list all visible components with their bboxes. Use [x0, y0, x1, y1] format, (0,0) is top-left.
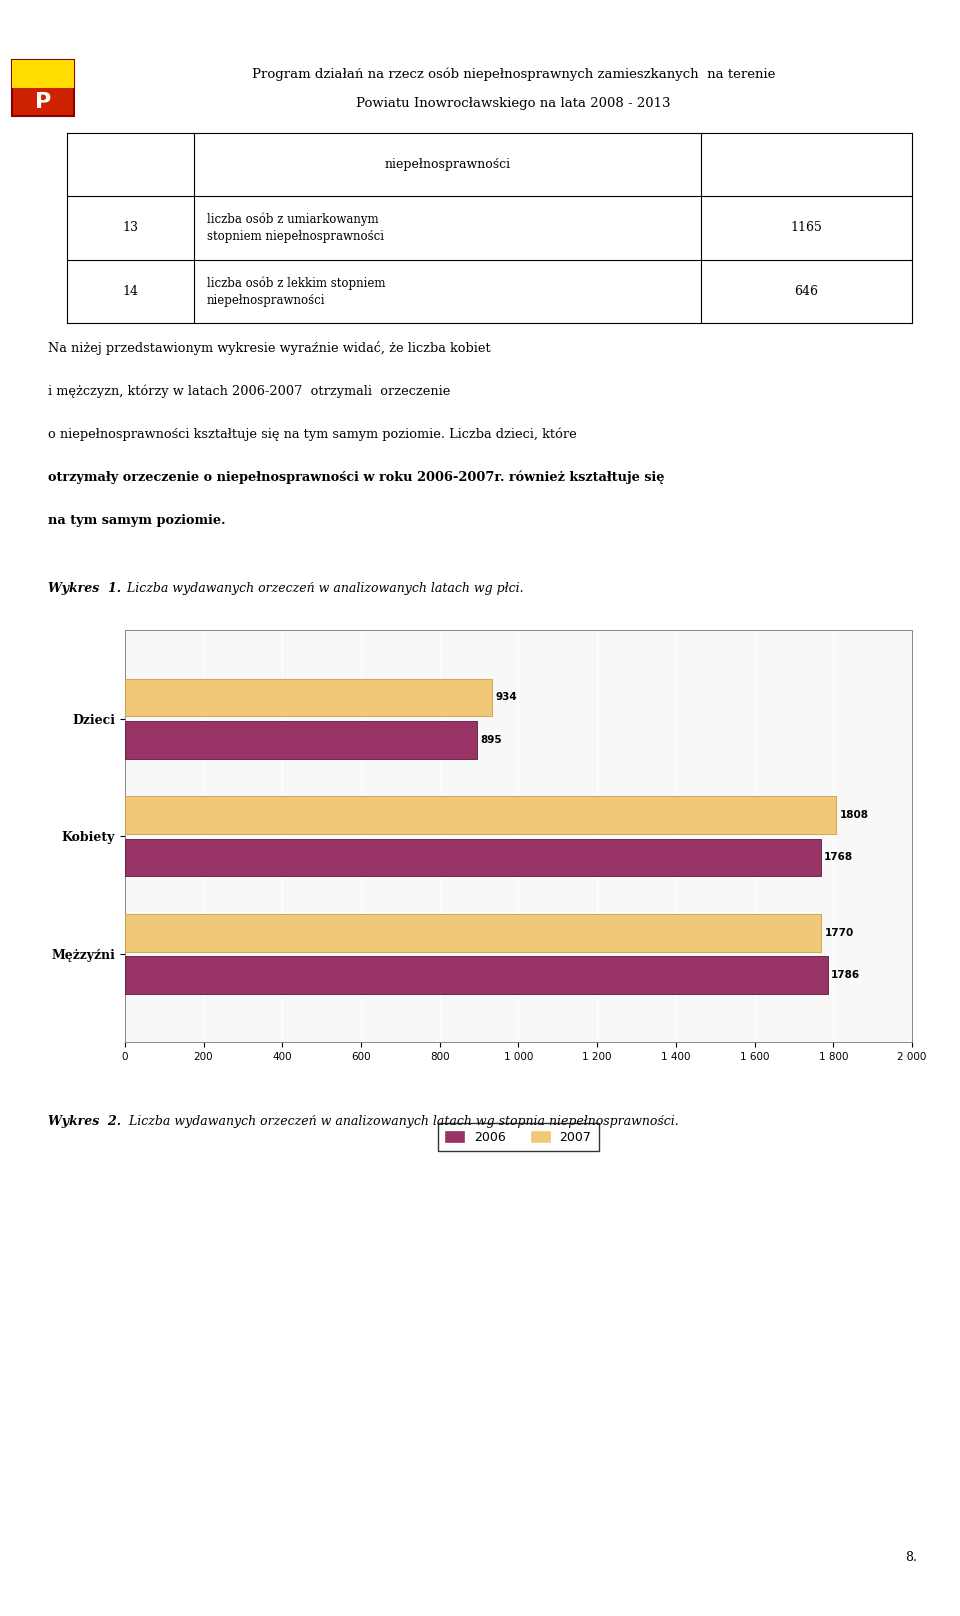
Text: liczba osób z umiarkowanym
stopniem niepełnosprawności: liczba osób z umiarkowanym stopniem niep… [206, 213, 384, 242]
Text: 8.: 8. [905, 1551, 917, 1564]
Polygon shape [118, 616, 125, 1042]
Legend: 2006, 2007: 2006, 2007 [438, 1123, 599, 1152]
Text: 1786: 1786 [831, 970, 860, 981]
Text: otrzymały orzeczenie o niepełnosprawności w roku 2006-2007r. również kształtuje : otrzymały orzeczenie o niepełnosprawnośc… [48, 470, 664, 485]
Text: 13: 13 [123, 221, 138, 234]
Text: Wykres  1.: Wykres 1. [48, 582, 121, 595]
Bar [125, 797, 836, 834]
Text: Powiatowe Centrum Pomocy Rodzinie w Inowrocławiu: Powiatowe Centrum Pomocy Rodzinie w Inow… [251, 1558, 709, 1572]
Text: 646: 646 [795, 284, 818, 297]
Bar [125, 839, 821, 876]
Text: 14: 14 [123, 284, 138, 297]
Bar [125, 721, 477, 758]
Text: niepełnosprawności: niepełnosprawności [384, 158, 511, 171]
Text: 934: 934 [495, 692, 517, 703]
Text: na tym samym poziomie.: na tym samym poziomie. [48, 514, 226, 527]
Text: Wykres  2.: Wykres 2. [48, 1115, 121, 1128]
Text: Liczba wydawanych orzeczeń w analizowanych latach wg płci.: Liczba wydawanych orzeczeń w analizowany… [123, 582, 524, 595]
Polygon shape [118, 616, 912, 630]
Bar [125, 915, 822, 952]
Text: 1768: 1768 [824, 853, 852, 863]
Text: Liczba wydawanych orzeczeń w analizowanych latach wg stopnia niepełnosprawności.: Liczba wydawanych orzeczeń w analizowany… [125, 1115, 679, 1128]
Text: liczba osób z lekkim stopniem
niepełnosprawności: liczba osób z lekkim stopniem niepełnosp… [206, 276, 385, 307]
Text: 895: 895 [480, 735, 502, 745]
FancyBboxPatch shape [12, 60, 74, 116]
Text: 1165: 1165 [790, 221, 823, 234]
Text: o niepełnosprawności kształtuje się na tym samym poziomie. Liczba dzieci, które: o niepełnosprawności kształtuje się na t… [48, 427, 577, 441]
Text: Program działań na rzecz osób niepełnosprawnych zamieszkanych  na terenie: Program działań na rzecz osób niepełnosp… [252, 68, 776, 81]
Text: i mężczyzn, którzy w latach 2006-2007  otrzymali  orzeczenie: i mężczyzn, którzy w latach 2006-2007 ot… [48, 385, 450, 398]
Text: P: P [35, 92, 51, 112]
Bar [125, 957, 828, 994]
Text: Na niżej przedstawionym wykresie wyraźnie widać, że liczba kobiet: Na niżej przedstawionym wykresie wyraźni… [48, 341, 491, 354]
Text: 1770: 1770 [825, 928, 853, 937]
Text: 1808: 1808 [840, 810, 869, 819]
Bar [125, 679, 492, 716]
Text: Powiatu Inowrocławskiego na lata 2008 - 2013: Powiatu Inowrocławskiego na lata 2008 - … [356, 97, 671, 110]
FancyBboxPatch shape [12, 60, 74, 87]
